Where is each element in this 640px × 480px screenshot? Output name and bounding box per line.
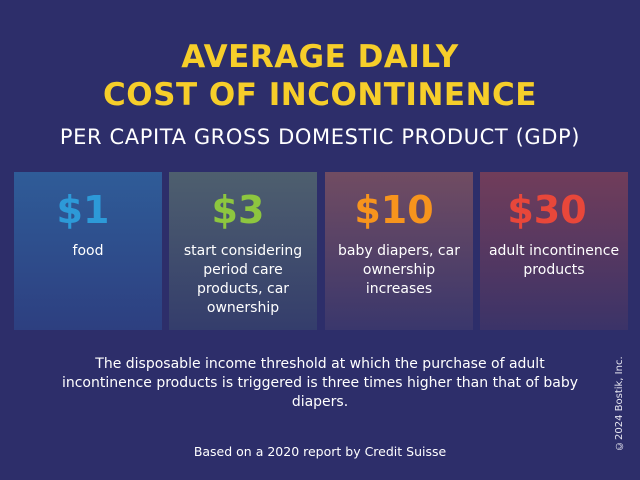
source-note: Based on a 2020 report by Credit Suisse <box>193 444 447 459</box>
cost-card-30: $30 adult incontinence products <box>480 172 628 330</box>
cost-card-1: $1 food <box>14 172 162 330</box>
cost-card-3: $3 start considering period care product… <box>169 172 317 330</box>
card-amount: $3 <box>211 188 265 232</box>
title-line-1: AVERAGE DAILY <box>181 39 459 75</box>
card-amount: $1 <box>56 188 110 232</box>
cost-card-10: $10 baby diapers, car ownership increase… <box>325 172 473 330</box>
card-amount: $10 <box>354 188 434 232</box>
card-description: food <box>72 243 104 259</box>
body-paragraph: The disposable income threshold at which… <box>61 356 579 410</box>
page-title: AVERAGE DAILY COST OF INCONTINENCE <box>0 38 640 114</box>
page-subtitle: PER CAPITA GROSS DOMESTIC PRODUCT (GDP) <box>59 125 581 149</box>
card-description: start considering period care products, … <box>183 243 303 316</box>
card-description: adult incontinence products <box>488 243 620 278</box>
card-description: baby diapers, car ownership increases <box>338 243 460 297</box>
card-amount: $30 <box>507 188 587 232</box>
copyright-note: ©2024 Bostik, Inc. <box>614 356 625 452</box>
title-line-2: COST OF INCONTINENCE <box>103 77 537 113</box>
cost-cards: $1 food $3 start considering period care… <box>14 172 628 330</box>
